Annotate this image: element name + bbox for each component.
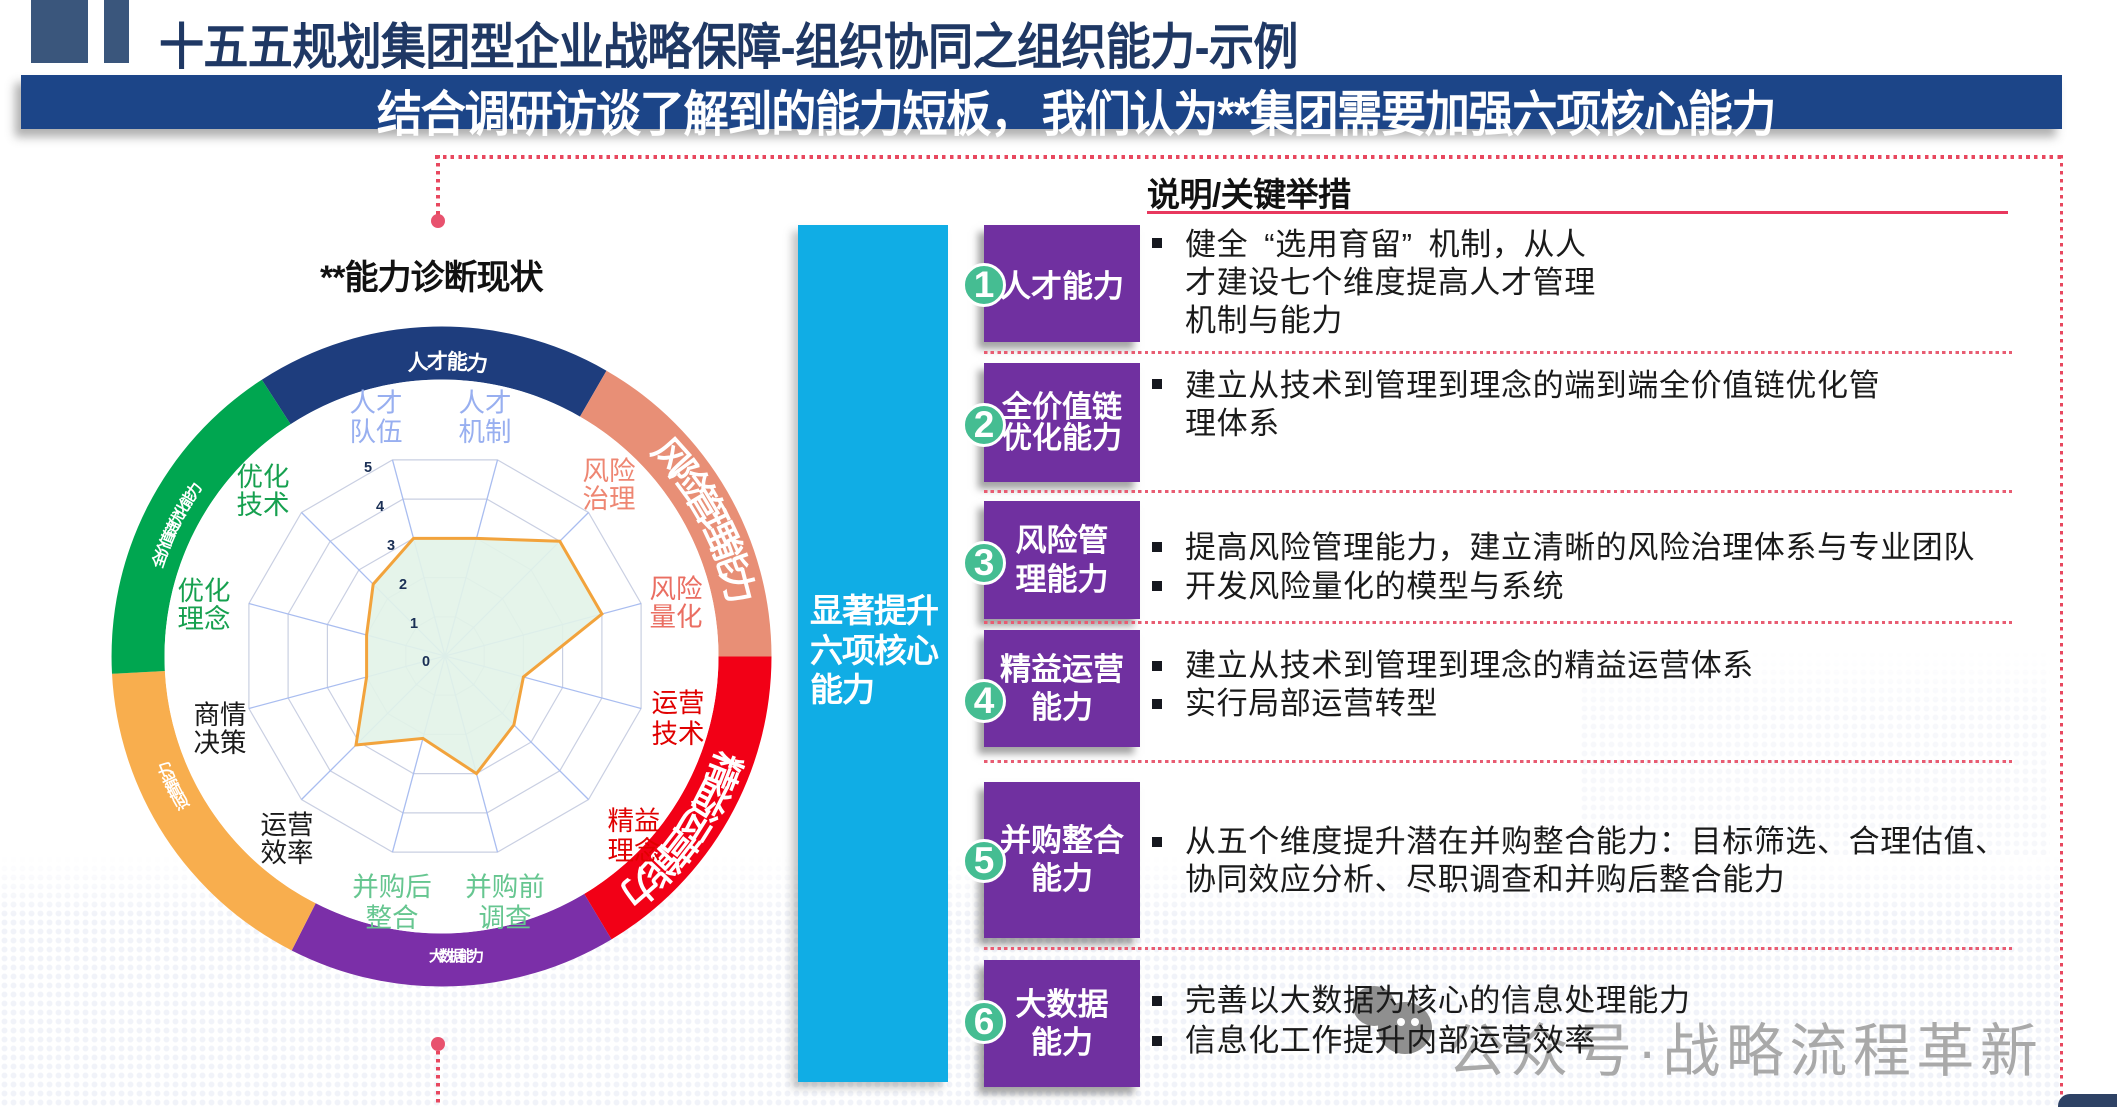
svg-text:人才队伍: 人才队伍 (350, 388, 403, 447)
svg-text:精益理念: 精益理念 (608, 806, 661, 866)
svg-text:大数据能力: 大数据能力 (429, 947, 483, 965)
svg-text:风险量化: 风险量化 (650, 574, 703, 632)
svg-text:人才机制: 人才机制 (459, 388, 512, 447)
svg-text:优化理念: 优化理念 (178, 576, 231, 634)
svg-text:5: 5 (364, 460, 372, 476)
svg-text:0: 0 (422, 654, 430, 670)
svg-text:人才能力: 人才能力 (406, 349, 488, 376)
svg-text:3: 3 (387, 538, 395, 554)
svg-text:商情决策: 商情决策 (194, 700, 247, 758)
svg-text:4: 4 (376, 499, 384, 515)
svg-text:优化技术: 优化技术 (237, 462, 290, 520)
svg-text:运营效率: 运营效率 (261, 810, 314, 868)
svg-text:运营技术: 运营技术 (652, 688, 705, 749)
svg-text:2: 2 (399, 577, 407, 593)
svg-text:1: 1 (410, 616, 418, 632)
svg-text:风险治理: 风险治理 (583, 456, 636, 514)
